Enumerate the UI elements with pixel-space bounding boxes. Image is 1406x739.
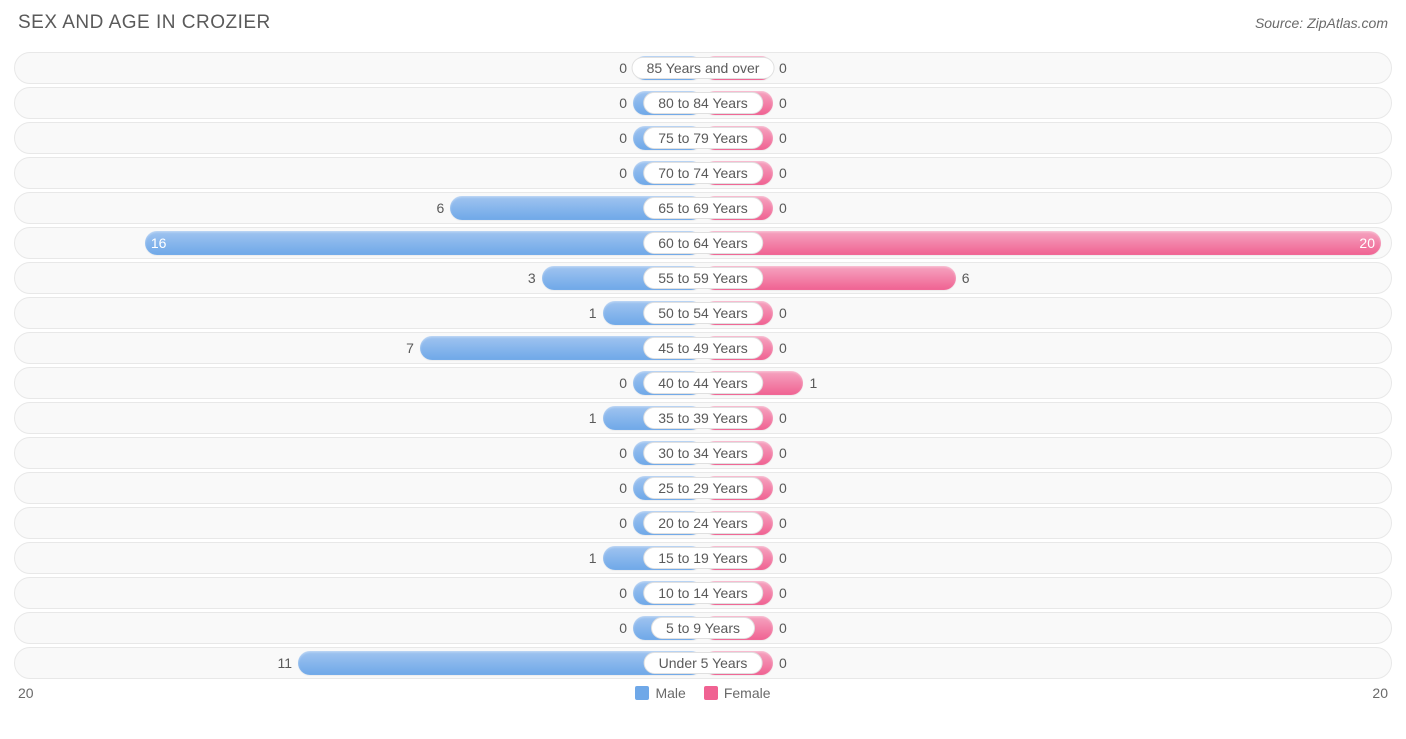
- female-value: 0: [773, 445, 787, 461]
- female-value: 0: [773, 480, 787, 496]
- pyramid-row: 0 0 25 to 29 Years: [14, 472, 1392, 504]
- female-swatch-icon: [704, 686, 718, 700]
- male-value: 0: [619, 445, 633, 461]
- chart-header: SEX AND AGE IN CROZIER Source: ZipAtlas.…: [14, 12, 1392, 34]
- male-value: 0: [619, 480, 633, 496]
- age-label: 25 to 29 Years: [643, 477, 763, 499]
- legend-female: Female: [704, 685, 771, 701]
- axis-left-max: 20: [18, 685, 34, 701]
- female-value: 0: [773, 130, 787, 146]
- legend-female-label: Female: [724, 685, 771, 701]
- age-label: 50 to 54 Years: [643, 302, 763, 324]
- male-value: 0: [619, 375, 633, 391]
- axis-right-max: 20: [1372, 685, 1388, 701]
- chart-legend: Male Female: [635, 685, 770, 701]
- male-value: 6: [437, 200, 451, 216]
- male-value: 1: [589, 305, 603, 321]
- chart-title: SEX AND AGE IN CROZIER: [18, 12, 271, 34]
- female-value: 0: [773, 410, 787, 426]
- pyramid-row: 3 6 55 to 59 Years: [14, 262, 1392, 294]
- age-label: 45 to 49 Years: [643, 337, 763, 359]
- male-bar: 16: [145, 231, 702, 255]
- female-value: 0: [773, 550, 787, 566]
- female-value: 6: [956, 270, 970, 286]
- pyramid-row: 0 1 40 to 44 Years: [14, 367, 1392, 399]
- female-value: 0: [773, 305, 787, 321]
- female-value: 1: [803, 375, 817, 391]
- female-value: 0: [773, 340, 787, 356]
- male-value: 1: [589, 550, 603, 566]
- pyramid-row: 11 0 Under 5 Years: [14, 647, 1392, 679]
- male-swatch-icon: [635, 686, 649, 700]
- female-value: 20: [1359, 235, 1375, 251]
- age-label: 60 to 64 Years: [643, 232, 763, 254]
- female-value: 0: [773, 60, 787, 76]
- male-value: 0: [619, 585, 633, 601]
- pyramid-row: 0 0 75 to 79 Years: [14, 122, 1392, 154]
- age-label: 5 to 9 Years: [651, 617, 755, 639]
- male-value: 0: [619, 95, 633, 111]
- age-label: 85 Years and over: [632, 57, 775, 79]
- female-bar: 20: [702, 231, 1381, 255]
- pyramid-row: 0 0 10 to 14 Years: [14, 577, 1392, 609]
- pyramid-row: 1 0 50 to 54 Years: [14, 297, 1392, 329]
- age-label: 55 to 59 Years: [643, 267, 763, 289]
- population-pyramid-chart: 0085 Years and over0080 to 84 Years0075 …: [14, 52, 1392, 679]
- age-label: Under 5 Years: [644, 652, 763, 674]
- legend-male: Male: [635, 685, 685, 701]
- age-label: 35 to 39 Years: [643, 407, 763, 429]
- female-value: 0: [773, 515, 787, 531]
- male-value: 7: [406, 340, 420, 356]
- male-value: 3: [528, 270, 542, 286]
- pyramid-row: 0 0 5 to 9 Years: [14, 612, 1392, 644]
- pyramid-row: 0085 Years and over: [14, 52, 1392, 84]
- pyramid-row: 16 20 60 to 64 Years: [14, 227, 1392, 259]
- pyramid-row: 6 0 65 to 69 Years: [14, 192, 1392, 224]
- pyramid-row: 0 0 70 to 74 Years: [14, 157, 1392, 189]
- age-label: 65 to 69 Years: [643, 197, 763, 219]
- pyramid-row: 0 0 30 to 34 Years: [14, 437, 1392, 469]
- female-value: 0: [773, 95, 787, 111]
- age-label: 20 to 24 Years: [643, 512, 763, 534]
- pyramid-row: 7 0 45 to 49 Years: [14, 332, 1392, 364]
- male-value: 0: [619, 515, 633, 531]
- female-value: 0: [773, 620, 787, 636]
- male-value: 16: [151, 235, 167, 251]
- male-bar: 11: [298, 651, 703, 675]
- chart-footer: 20 Male Female 20: [14, 685, 1392, 701]
- male-value: 0: [619, 165, 633, 181]
- female-value: 0: [773, 200, 787, 216]
- age-label: 30 to 34 Years: [643, 442, 763, 464]
- legend-male-label: Male: [655, 685, 685, 701]
- pyramid-row: 0 0 20 to 24 Years: [14, 507, 1392, 539]
- male-value: 11: [278, 655, 299, 671]
- chart-source: Source: ZipAtlas.com: [1255, 15, 1388, 31]
- male-value: 0: [619, 620, 633, 636]
- male-value: 1: [589, 410, 603, 426]
- age-label: 70 to 74 Years: [643, 162, 763, 184]
- age-label: 10 to 14 Years: [643, 582, 763, 604]
- age-label: 80 to 84 Years: [643, 92, 763, 114]
- female-value: 0: [773, 165, 787, 181]
- pyramid-row: 0 0 80 to 84 Years: [14, 87, 1392, 119]
- age-label: 15 to 19 Years: [643, 547, 763, 569]
- age-label: 40 to 44 Years: [643, 372, 763, 394]
- male-value: 0: [619, 130, 633, 146]
- female-value: 0: [773, 655, 787, 671]
- pyramid-row: 1 0 15 to 19 Years: [14, 542, 1392, 574]
- female-value: 0: [773, 585, 787, 601]
- pyramid-row: 1 0 35 to 39 Years: [14, 402, 1392, 434]
- age-label: 75 to 79 Years: [643, 127, 763, 149]
